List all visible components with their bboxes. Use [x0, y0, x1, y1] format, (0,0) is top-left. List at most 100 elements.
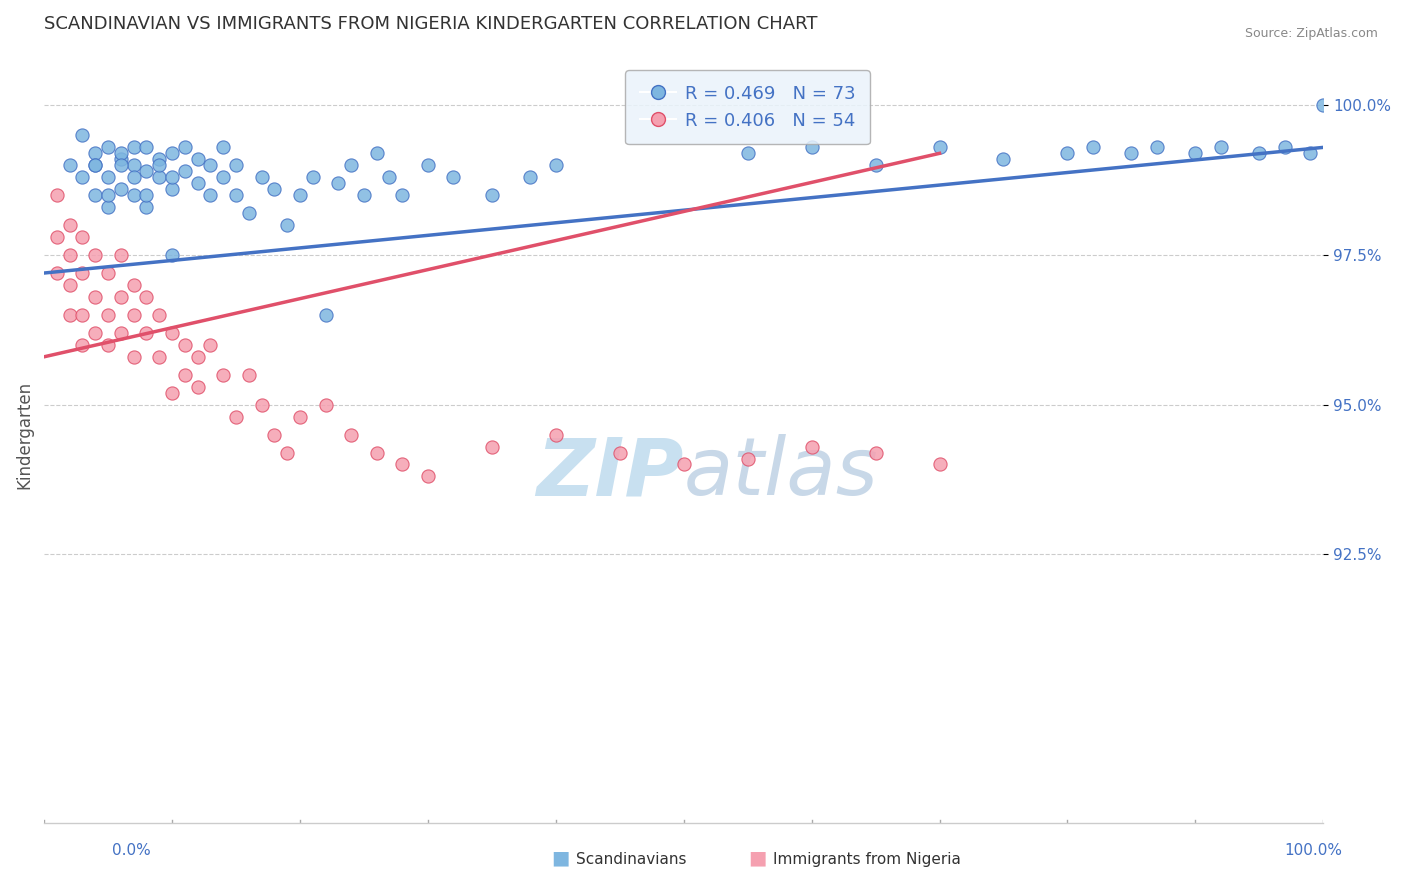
Point: [366, 445, 388, 459]
Point: [238, 206, 260, 220]
Point: [173, 368, 195, 382]
Point: [122, 170, 145, 185]
Point: [328, 176, 350, 190]
Point: [135, 188, 157, 202]
Point: [481, 440, 503, 454]
Point: [110, 153, 132, 167]
Text: Scandinavians: Scandinavians: [576, 852, 688, 867]
Point: [148, 170, 170, 185]
Point: [928, 140, 950, 154]
Point: [97, 308, 120, 322]
Point: [263, 182, 285, 196]
Point: [160, 182, 183, 196]
Point: [122, 308, 145, 322]
Point: [212, 368, 235, 382]
Point: [45, 266, 67, 280]
Point: [122, 140, 145, 154]
Point: [84, 326, 107, 340]
Point: [135, 164, 157, 178]
Point: [72, 338, 94, 352]
Point: [97, 188, 120, 202]
Point: [72, 128, 94, 143]
Point: [72, 308, 94, 322]
Point: [122, 350, 145, 364]
Point: [225, 188, 247, 202]
Point: [72, 266, 94, 280]
Point: [212, 170, 235, 185]
Point: [865, 158, 887, 172]
Text: 0.0%: 0.0%: [112, 843, 152, 858]
Point: [225, 158, 247, 172]
Point: [238, 368, 260, 382]
Point: [110, 146, 132, 161]
Point: [97, 140, 120, 154]
Point: [72, 170, 94, 185]
Point: [800, 440, 823, 454]
Point: [160, 385, 183, 400]
Point: [200, 338, 222, 352]
Point: [800, 140, 823, 154]
Point: [160, 170, 183, 185]
Point: [737, 451, 759, 466]
Point: [84, 248, 107, 262]
Point: [672, 458, 695, 472]
Point: [443, 170, 465, 185]
Point: [1184, 146, 1206, 161]
Point: [609, 445, 631, 459]
Point: [72, 230, 94, 244]
Point: [160, 146, 183, 161]
Point: [110, 248, 132, 262]
Text: 100.0%: 100.0%: [1285, 843, 1343, 858]
Point: [84, 290, 107, 304]
Point: [315, 308, 337, 322]
Point: [148, 350, 170, 364]
Point: [160, 248, 183, 262]
Point: [97, 266, 120, 280]
Point: [84, 158, 107, 172]
Point: [737, 146, 759, 161]
Point: [225, 409, 247, 424]
Point: [544, 427, 567, 442]
Point: [135, 290, 157, 304]
Point: [288, 188, 311, 202]
Point: [519, 170, 541, 185]
Point: [97, 338, 120, 352]
Point: [391, 458, 413, 472]
Point: [59, 248, 82, 262]
Point: [110, 326, 132, 340]
Text: Source: ZipAtlas.com: Source: ZipAtlas.com: [1244, 27, 1378, 40]
Legend: R = 0.469   N = 73, R = 0.406   N = 54: R = 0.469 N = 73, R = 0.406 N = 54: [626, 70, 870, 145]
Point: [340, 158, 363, 172]
Point: [59, 308, 82, 322]
Point: [135, 140, 157, 154]
Point: [148, 158, 170, 172]
Point: [173, 338, 195, 352]
Point: [1274, 140, 1296, 154]
Point: [250, 170, 273, 185]
Point: [1299, 146, 1322, 161]
Point: [378, 170, 401, 185]
Point: [263, 427, 285, 442]
Point: [59, 277, 82, 292]
Point: [315, 398, 337, 412]
Point: [993, 153, 1015, 167]
Point: [59, 218, 82, 232]
Point: [276, 445, 298, 459]
Point: [1312, 98, 1334, 112]
Point: [353, 188, 375, 202]
Point: [301, 170, 323, 185]
Point: [1056, 146, 1078, 161]
Point: [187, 350, 209, 364]
Point: [416, 469, 439, 483]
Point: [1249, 146, 1271, 161]
Point: [84, 188, 107, 202]
Point: [45, 188, 67, 202]
Point: [97, 170, 120, 185]
Point: [928, 458, 950, 472]
Point: [122, 277, 145, 292]
Point: [110, 182, 132, 196]
Point: [200, 158, 222, 172]
Point: [122, 188, 145, 202]
Point: [544, 158, 567, 172]
Point: [1121, 146, 1143, 161]
